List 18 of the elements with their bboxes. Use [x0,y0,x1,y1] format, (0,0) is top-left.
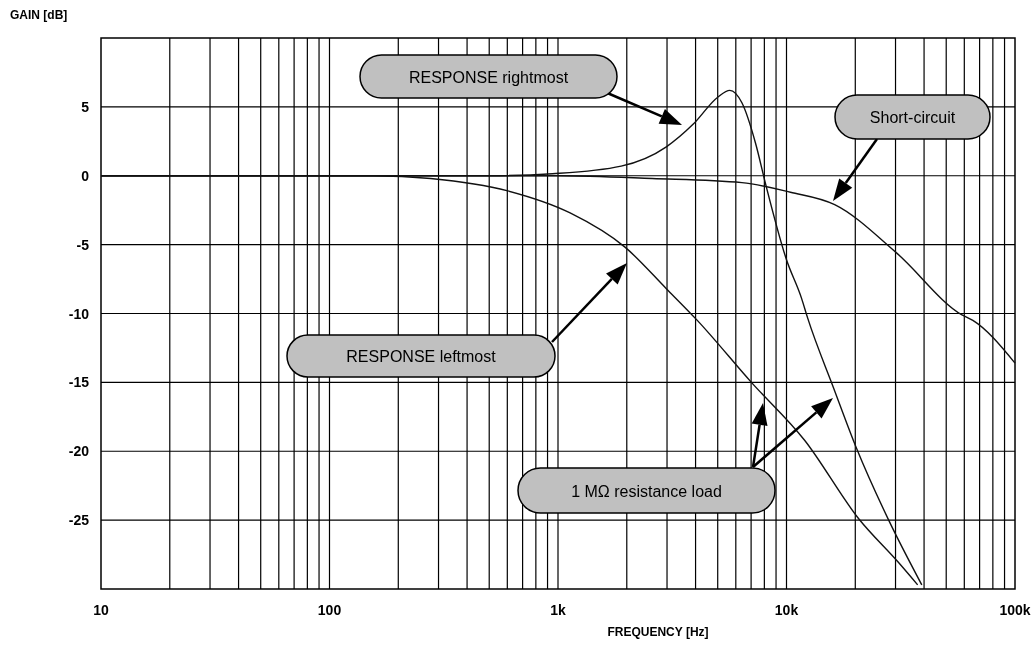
x-tick-label: 100 [317,602,342,618]
x-tick-label: 100k [999,602,1031,618]
x-tick-label: 10k [774,602,799,618]
y-tick-label: -5 [76,236,90,253]
annotation: Short-circuit [869,109,956,126]
y-axis-title: GAIN [dB] [10,8,68,22]
y-tick-label: 5 [81,98,90,115]
y-tick-label: -25 [68,512,90,529]
annotation: RESPONSE rightmost [408,68,569,86]
annotation: 1 MΩ resistance load [571,482,722,500]
y-tick-label: -20 [68,443,90,460]
y-tick-label: -15 [68,374,90,391]
annotation: RESPONSE leftmost [346,348,497,365]
y-tick-label: 0 [81,167,90,184]
x-axis-title: FREQUENCY [Hz] [607,625,709,639]
y-tick-label: -10 [68,305,90,322]
x-tick-label: 1k [550,602,566,618]
x-tick-label: 10 [93,602,109,618]
